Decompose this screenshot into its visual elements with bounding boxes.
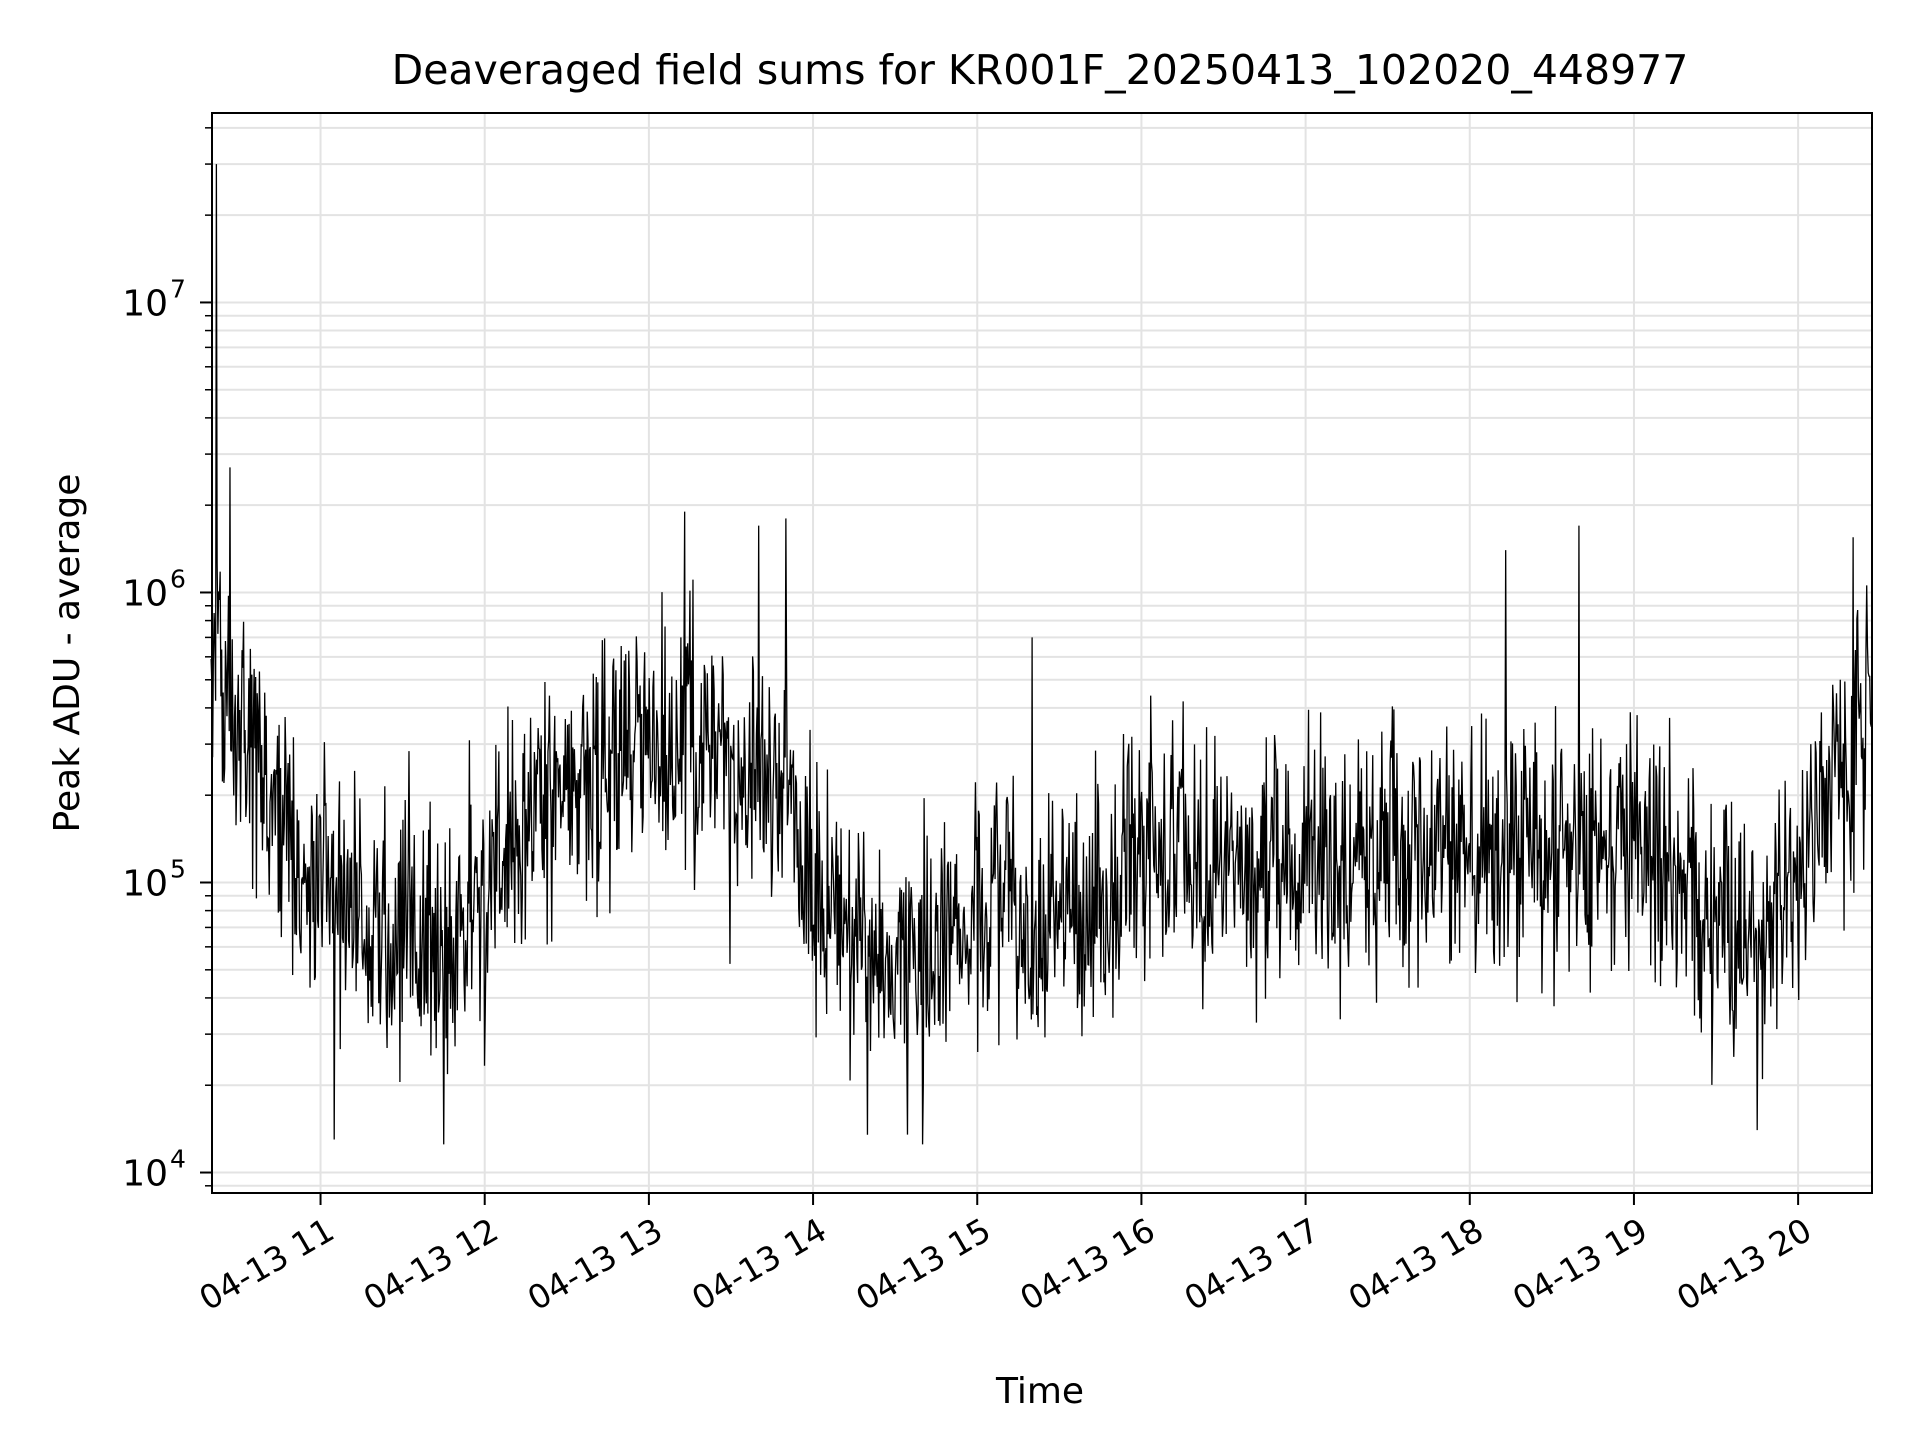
x-tick-label: 04-13 16 [1013,1210,1161,1318]
x-tick-label: 04-13 15 [849,1210,997,1318]
y-tick-exponent: 7 [170,274,186,303]
x-tick-label: 04-13 14 [685,1210,833,1318]
series-line [210,164,1873,1145]
x-tick-label: 04-13 19 [1506,1210,1654,1318]
y-tick-label: 10 [122,573,168,614]
chart-title: Deaveraged field sums for KR001F_2025041… [392,46,1689,94]
x-axis-label: Time [995,1371,1084,1412]
x-tick-label: 04-13 12 [357,1210,505,1318]
x-tick-label: 04-13 13 [521,1210,669,1318]
x-tick-label: 04-13 11 [193,1210,341,1318]
x-tick-label: 04-13 20 [1670,1210,1818,1318]
y-tick-exponent: 6 [170,564,186,593]
plot-frame [211,112,1873,1194]
x-tick-label: 04-13 18 [1342,1210,1490,1318]
y-tick-exponent: 4 [170,1145,186,1174]
y-tick-label: 10 [122,1154,168,1195]
x-axis: 04-13 11 04-13 12 04-13 13 04-13 14 04-13 15… [193,1193,1818,1318]
y-tick-label: 10 [122,283,168,324]
y-tick-label: 10 [122,864,168,905]
grid [212,113,1872,1193]
x-tick-label: 04-13 17 [1178,1210,1326,1318]
y-tick-exponent: 5 [170,855,186,884]
data-series [210,164,1873,1145]
y-axis-label: Peak ADU - average [47,474,88,833]
